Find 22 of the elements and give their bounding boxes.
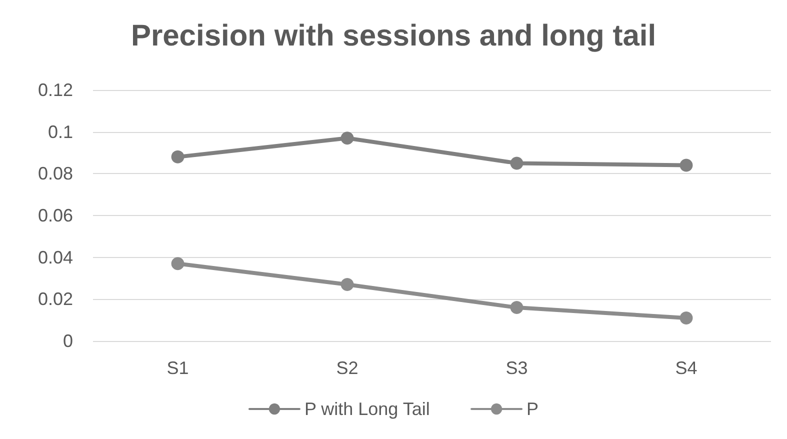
y-tick-label: 0.04 bbox=[38, 247, 73, 268]
y-tick-label: 0.02 bbox=[38, 289, 73, 310]
point bbox=[340, 278, 354, 292]
x-tick-label: S4 bbox=[675, 358, 698, 378]
point bbox=[171, 150, 184, 164]
point bbox=[171, 257, 184, 270]
legend-label: P bbox=[526, 399, 539, 419]
point bbox=[680, 311, 693, 324]
y-tick-label: 0.06 bbox=[38, 206, 73, 226]
point bbox=[510, 301, 524, 314]
y-tick-label: 0.12 bbox=[38, 80, 73, 100]
chart-title: Precision with sessions and long tail bbox=[130, 20, 656, 52]
point bbox=[340, 132, 354, 145]
y-tick-label: 0.1 bbox=[48, 122, 73, 142]
y-tick-label: 0 bbox=[62, 331, 73, 351]
x-tick-label: S2 bbox=[336, 358, 358, 378]
legend-label: P with Long Tail bbox=[304, 399, 430, 419]
x-tick-label: S1 bbox=[166, 358, 189, 378]
point bbox=[510, 156, 524, 170]
point bbox=[680, 158, 693, 172]
y-tick-label: 0.08 bbox=[38, 164, 73, 184]
x-tick-label: S3 bbox=[506, 358, 528, 378]
